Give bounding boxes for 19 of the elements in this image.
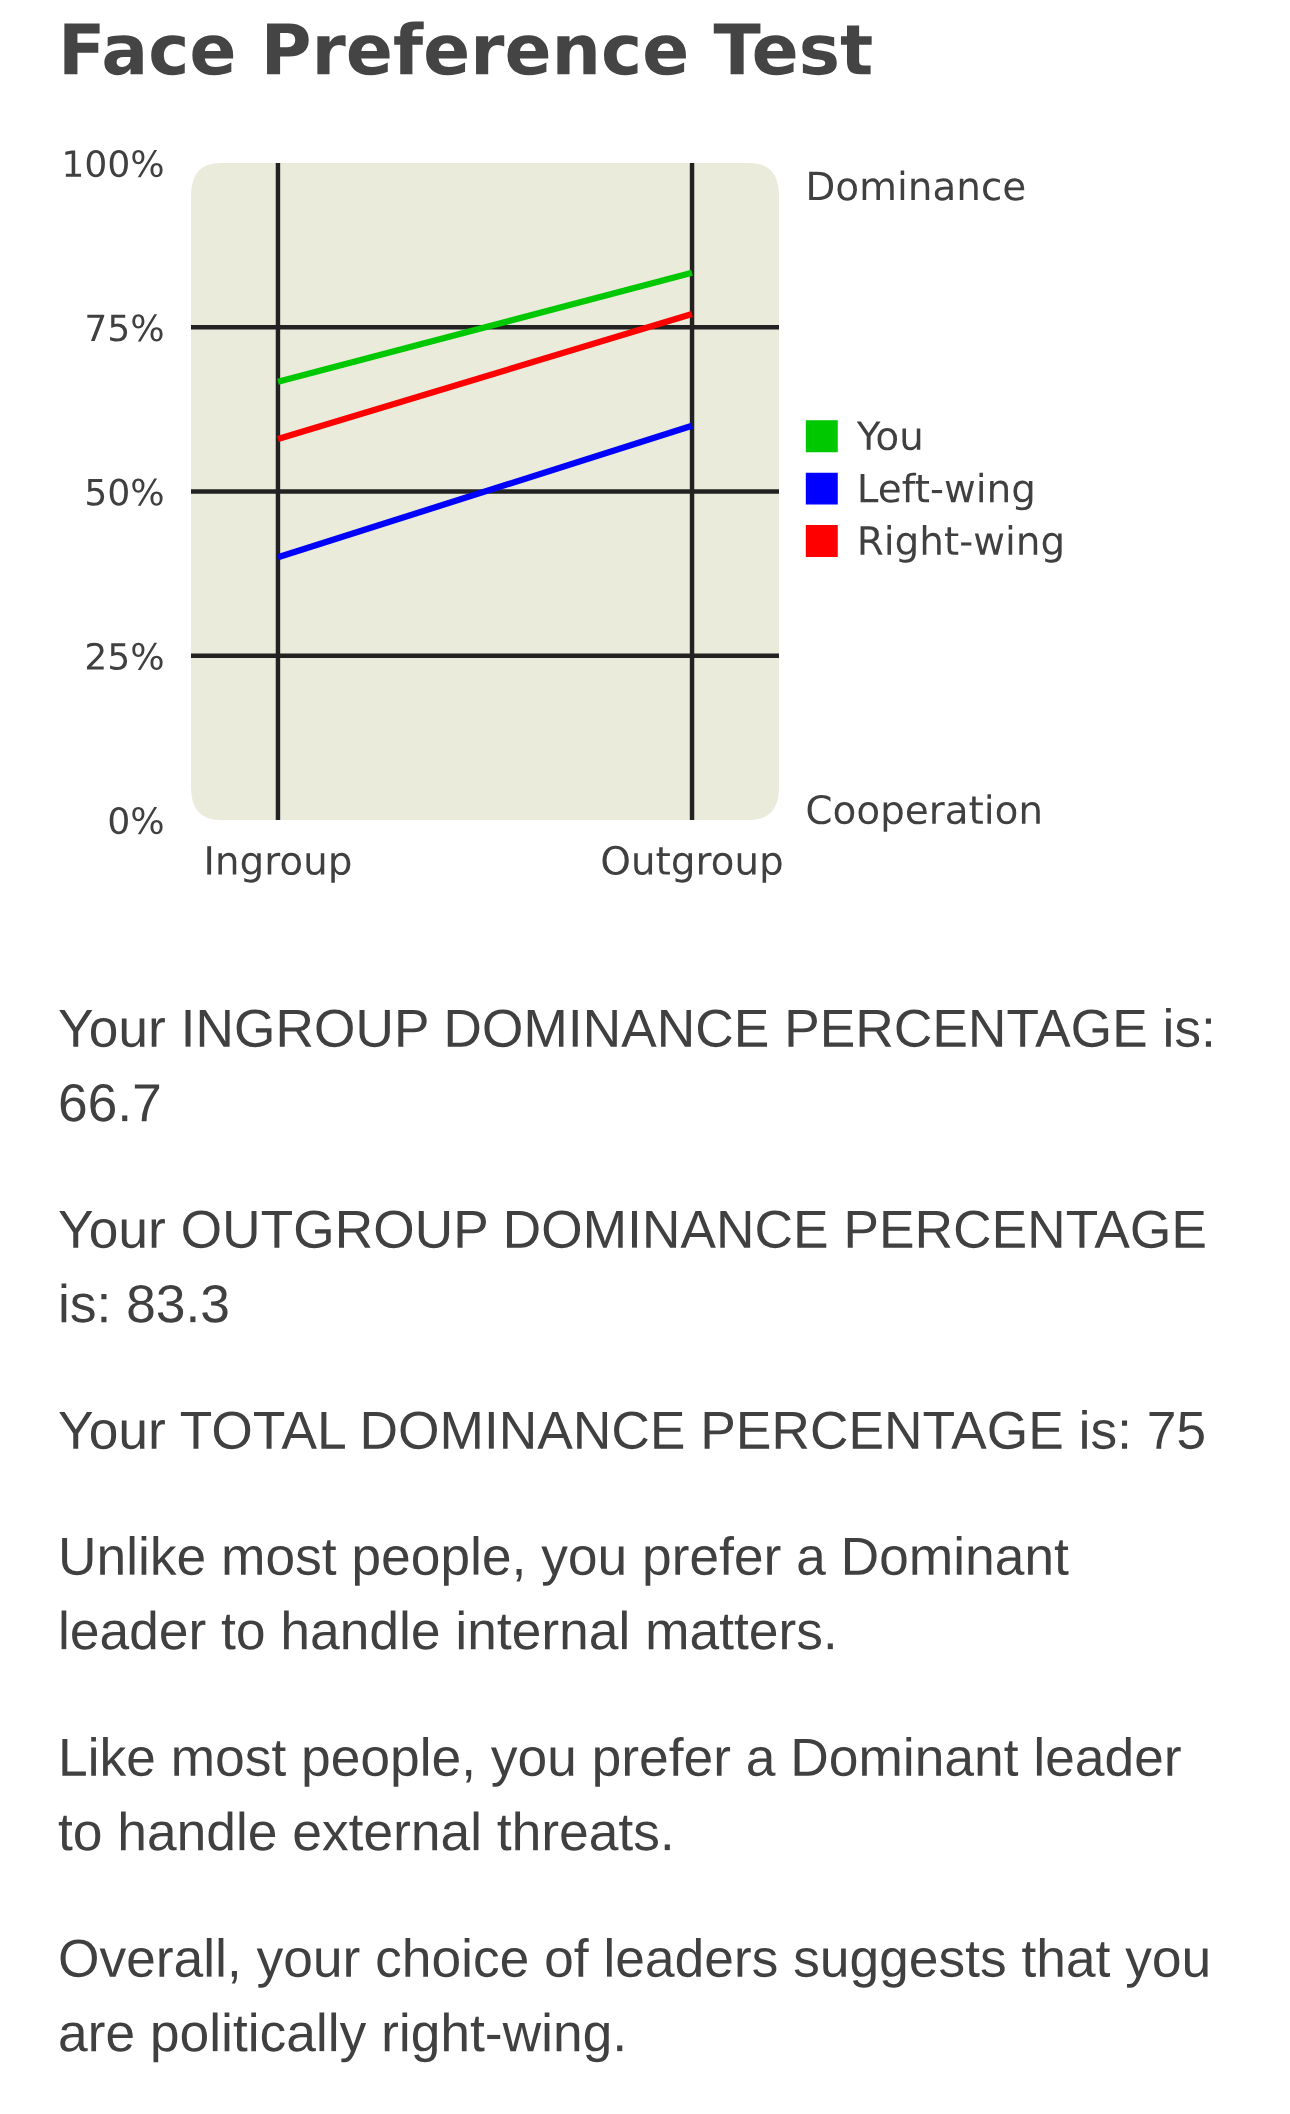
x-tick-label: Outgroup (602, 845, 782, 883)
text: Your TOTAL DOMINANCE PERCENTAGE is: 75 (59, 1410, 1204, 1450)
chart-title: Face Preference Test (64, 21, 872, 76)
y-tick-label: 100% (65, 149, 163, 178)
text: Overall, your choice of leaders suggests that you are politically right-wing. (60, 1938, 1208, 2063)
y-tick-label: 25% (86, 642, 163, 670)
text: Your INGROUP DOMINANCE PERCENTAGE is: 66.7 (59, 1008, 1211, 1122)
legend-label: Right-wing (860, 525, 1062, 563)
legend-label: Left-wing (860, 472, 1033, 511)
y-tick-label: 50% (87, 478, 163, 506)
legend-label: You (856, 421, 921, 451)
y-tick-label: 75% (87, 314, 163, 342)
text: Like most people, you prefer a Dominant leader to handle external threats. (58, 1737, 1181, 1851)
text: Your OUTGROUP DOMINANCE PERCENTAGE is: 83.3 (59, 1210, 1205, 1323)
text: Cooperation (807, 794, 1040, 832)
text: Dominance (809, 170, 1025, 201)
y-tick-label: 0% (109, 806, 163, 835)
text: Unlike most people, you prefer a Dominant leader to handle internal matters. (61, 1536, 1069, 1650)
x-tick-label: Ingroup (207, 846, 351, 883)
